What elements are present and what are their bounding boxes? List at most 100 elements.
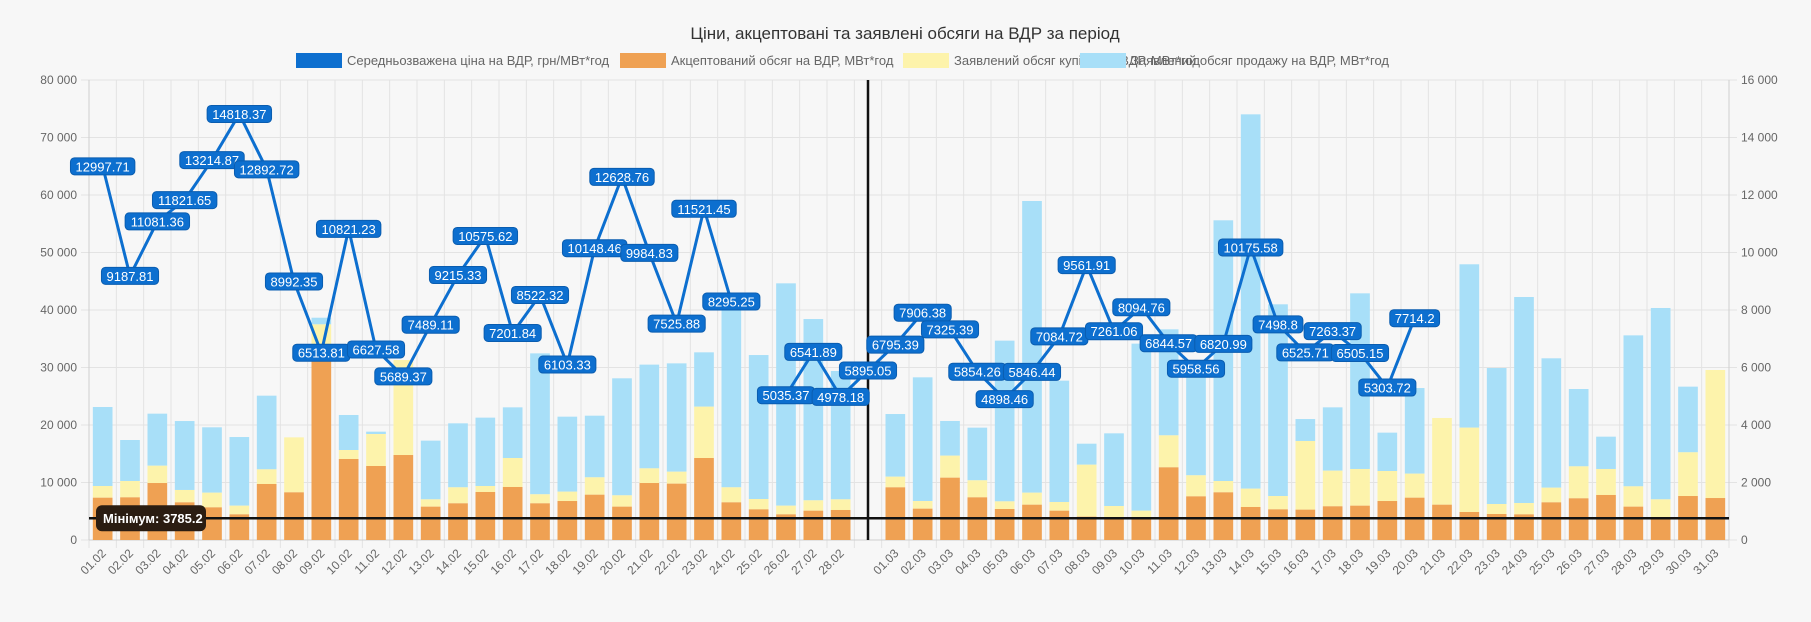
bar-buy-volume bbox=[1049, 501, 1070, 511]
bar-accepted-volume bbox=[776, 514, 796, 540]
legend-item-price[interactable]: Середньозважена ціна на ВДР, грн/МВт*год bbox=[296, 53, 610, 68]
bar-accepted-volume bbox=[748, 509, 769, 540]
legend-item-buy[interactable]: Заявлений обсяг купівлі на ВДР, МВт*год bbox=[903, 53, 1200, 68]
right-axis-tick-label: 4 000 bbox=[1741, 418, 1771, 432]
price-data-label-text: 10575.62 bbox=[458, 229, 512, 244]
bar-buy-volume bbox=[1596, 468, 1616, 495]
price-data-label-text: 11521.45 bbox=[677, 202, 730, 217]
legend-item-accepted[interactable]: Акцептований обсяг на ВДР, МВт*год bbox=[620, 53, 894, 68]
price-data-label-bg bbox=[124, 212, 191, 231]
price-data-label: 13214.87 bbox=[179, 151, 245, 170]
x-axis: 01.0202.0203.0204.0205.0206.0207.0208.02… bbox=[78, 546, 1722, 577]
bar-buy-volume bbox=[1240, 488, 1261, 507]
x-axis-tick-label: 23.02 bbox=[679, 546, 710, 577]
price-data-label: 8295.25 bbox=[702, 292, 761, 311]
bar-sell-volume bbox=[1459, 264, 1480, 428]
x-axis-tick-label: 09.03 bbox=[1089, 546, 1120, 577]
x-axis-tick-label: 01.02 bbox=[78, 546, 109, 577]
bar-accepted-volume bbox=[612, 506, 632, 540]
price-data-label-bg bbox=[151, 191, 218, 210]
x-axis-tick-label: 15.02 bbox=[460, 546, 491, 577]
price-data-label: 5035.37 bbox=[756, 386, 816, 405]
bar-buy-volume bbox=[502, 458, 523, 487]
x-axis-tick-label: 30.03 bbox=[1663, 546, 1694, 577]
x-axis-tick-label: 24.02 bbox=[706, 546, 737, 577]
chart-title: Ціни, акцептовані та заявлені обсяги на … bbox=[690, 24, 1119, 43]
x-axis-tick-label: 08.03 bbox=[1062, 546, 1093, 577]
price-data-label-text: 5303.72 bbox=[1364, 381, 1411, 396]
bar-sell-volume bbox=[967, 427, 988, 481]
bar-accepted-volume bbox=[1022, 504, 1042, 540]
x-axis-tick-label: 06.03 bbox=[1007, 546, 1038, 577]
bar-accepted-volume bbox=[1650, 518, 1671, 540]
right-axis-tick-label: 14 000 bbox=[1741, 131, 1778, 145]
x-axis-tick-label: 31.03 bbox=[1690, 546, 1721, 577]
price-data-label-bg bbox=[1389, 309, 1441, 328]
bar-accepted-volume bbox=[448, 503, 468, 540]
price-data-label: 7498.8 bbox=[1252, 315, 1304, 334]
price-data-label: 7525.88 bbox=[647, 314, 706, 333]
bar-sell-volume bbox=[1104, 433, 1124, 507]
bar-accepted-volume bbox=[721, 502, 742, 540]
bar-sell-volume bbox=[748, 355, 769, 500]
bar-accepted-volume bbox=[229, 514, 250, 540]
price-data-label-text: 7906.38 bbox=[899, 306, 946, 321]
bar-buy-volume bbox=[475, 486, 496, 492]
bar-buy-volume bbox=[202, 492, 222, 508]
bar-buy-volume bbox=[92, 486, 113, 498]
price-data-label-text: 7498.8 bbox=[1258, 317, 1298, 332]
x-axis-tick-label: 19.03 bbox=[1362, 546, 1393, 577]
price-data-label: 6844.57 bbox=[1139, 334, 1198, 353]
bar-buy-volume bbox=[120, 481, 140, 498]
bar-sell-volume bbox=[1049, 380, 1070, 502]
right-axis-tick-label: 0 bbox=[1741, 533, 1748, 547]
right-axis: 0 2 000 4 000 6 000 8 000 10 000 12 000 14 000 1… bbox=[1741, 73, 1778, 547]
bar-buy-volume bbox=[1131, 510, 1152, 518]
price-data-label-text: 6525.71 bbox=[1282, 345, 1329, 360]
bar-sell-volume bbox=[1076, 443, 1097, 465]
left-axis-tick-label: 40 000 bbox=[40, 303, 77, 317]
bar-buy-volume bbox=[1623, 486, 1644, 507]
price-data-label-bg bbox=[920, 320, 980, 339]
price-data-label-text: 6541.89 bbox=[790, 345, 837, 360]
legend-swatch-buy bbox=[903, 53, 949, 68]
bar-sell-volume bbox=[229, 437, 250, 506]
bar-sell-volume bbox=[1240, 114, 1261, 489]
bar-buy-volume bbox=[994, 501, 1015, 510]
bar-sell-volume bbox=[912, 377, 933, 502]
x-axis-tick-label: 16.03 bbox=[1280, 546, 1311, 577]
price-data-label-bg bbox=[838, 361, 898, 380]
bar-accepted-volume bbox=[530, 503, 550, 540]
price-data-label: 6505.15 bbox=[1330, 343, 1390, 362]
bar-accepted-volume bbox=[284, 492, 304, 540]
price-data-label-text: 7525.88 bbox=[653, 317, 700, 332]
price-data-label-bg bbox=[1057, 256, 1116, 275]
x-axis-tick-label: 21.03 bbox=[1417, 546, 1448, 577]
bar-buy-volume bbox=[721, 487, 742, 503]
bar-sell-volume bbox=[1486, 368, 1507, 505]
bar-sell-volume bbox=[92, 407, 113, 487]
price-data-label: 8094.76 bbox=[1112, 298, 1171, 317]
right-axis-tick-label: 2 000 bbox=[1741, 476, 1771, 490]
x-axis-tick-label: 13.03 bbox=[1198, 546, 1229, 577]
price-data-label: 8522.32 bbox=[510, 285, 570, 304]
legend-label-price: Середньозважена ціна на ВДР, грн/МВт*год bbox=[347, 53, 610, 68]
bar-accepted-volume bbox=[994, 509, 1015, 540]
bar-sell-volume bbox=[1131, 343, 1152, 511]
x-axis-tick-label: 26.02 bbox=[761, 546, 792, 577]
legend-swatch-price bbox=[296, 53, 342, 68]
bar-buy-volume bbox=[1678, 452, 1698, 497]
left-axis-tick-label: 70 000 bbox=[40, 131, 77, 145]
bar-accepted-volume bbox=[1076, 516, 1097, 540]
price-data-label: 9561.91 bbox=[1057, 256, 1116, 275]
bar-buy-volume bbox=[174, 489, 195, 503]
legend-item-sell[interactable]: Заявлений обсяг продажу на ВДР, МВт*год bbox=[1080, 53, 1389, 68]
bar-sell-volume bbox=[1541, 358, 1562, 488]
bar-buy-volume bbox=[1404, 473, 1425, 498]
price-data-label: 6513.81 bbox=[292, 343, 351, 362]
bar-buy-volume bbox=[530, 494, 550, 504]
x-axis-tick-label: 18.03 bbox=[1335, 546, 1366, 577]
bar-sell-volume bbox=[120, 440, 140, 482]
price-data-label: 12628.76 bbox=[589, 167, 655, 186]
price-data-label: 10148.46 bbox=[561, 239, 628, 258]
